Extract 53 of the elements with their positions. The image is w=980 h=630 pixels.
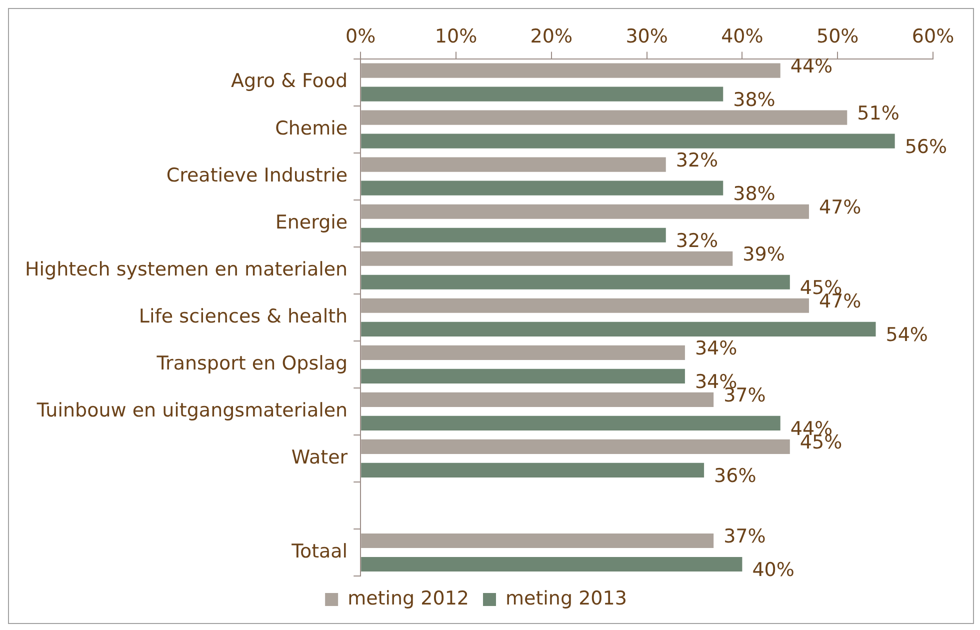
bar bbox=[361, 63, 780, 78]
y-tick-label: Tuinbouw en uitgangsmaterialen bbox=[36, 399, 348, 422]
x-tick-label: 40% bbox=[721, 25, 764, 48]
data-label: 56% bbox=[904, 136, 948, 158]
data-label: 37% bbox=[724, 526, 766, 548]
bar bbox=[361, 368, 685, 384]
y-tick-label: Agro & Food bbox=[231, 70, 348, 92]
bar bbox=[361, 86, 724, 102]
data-label: 47% bbox=[818, 196, 862, 219]
bar bbox=[361, 134, 895, 148]
data-label: 39% bbox=[742, 244, 785, 266]
bar bbox=[361, 322, 876, 336]
data-label: 32% bbox=[676, 230, 718, 252]
bar bbox=[361, 439, 790, 454]
x-tick-label: 0% bbox=[346, 25, 376, 48]
y-tick-label: Creatieve Industrie bbox=[166, 164, 348, 186]
x-tick-label: 50% bbox=[816, 25, 859, 48]
y-tick-label: Totaal bbox=[290, 540, 348, 562]
bar bbox=[361, 556, 742, 572]
data-label: 44% bbox=[790, 55, 833, 78]
bar bbox=[361, 392, 714, 407]
bar bbox=[361, 228, 666, 242]
y-tick-label: Water bbox=[291, 446, 348, 468]
x-tick-label: 20% bbox=[530, 25, 573, 48]
data-label: 51% bbox=[857, 102, 900, 125]
y-tick-label: Chemie bbox=[275, 117, 348, 140]
x-tick-label: 10% bbox=[434, 25, 478, 48]
bar bbox=[361, 204, 809, 219]
bar bbox=[361, 462, 704, 478]
data-label: 38% bbox=[733, 183, 776, 206]
data-label: 54% bbox=[886, 324, 928, 346]
legend-label: meting 2012 bbox=[348, 587, 469, 610]
bar bbox=[361, 533, 714, 548]
x-tick-label: 60% bbox=[912, 25, 954, 48]
data-label: 34% bbox=[694, 338, 738, 360]
bar bbox=[361, 345, 685, 360]
x-tick-label: 30% bbox=[626, 25, 668, 48]
legend-label: meting 2013 bbox=[506, 587, 627, 610]
data-label: 40% bbox=[752, 559, 794, 582]
bar bbox=[361, 416, 780, 430]
data-label: 38% bbox=[733, 89, 776, 111]
y-tick-label: Transport en Opslag bbox=[156, 352, 348, 374]
bar bbox=[361, 110, 848, 125]
bar bbox=[361, 157, 666, 172]
bar bbox=[361, 298, 809, 313]
y-tick-label: Life sciences & health bbox=[138, 305, 348, 328]
y-tick-label: Hightech systemen en materialen bbox=[24, 258, 348, 280]
data-label: 36% bbox=[714, 465, 756, 488]
y-tick-label: Energie bbox=[275, 211, 348, 234]
bar bbox=[361, 274, 790, 290]
bar bbox=[361, 251, 733, 266]
bar bbox=[361, 180, 724, 196]
data-label: 32% bbox=[676, 150, 718, 172]
